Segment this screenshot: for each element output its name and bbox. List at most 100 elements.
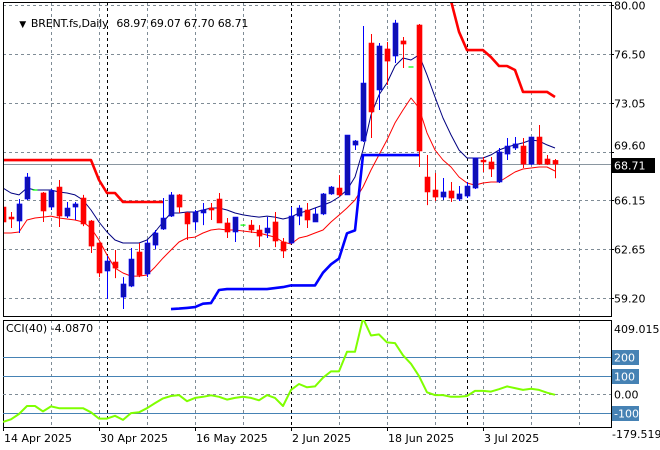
- main-plot: [3, 2, 559, 311]
- price-axis-label: 80.00: [614, 0, 646, 13]
- bull-candle: [512, 143, 519, 149]
- bear-candle: [272, 221, 279, 242]
- cci-level-label: -100: [614, 408, 639, 421]
- bear-candle: [224, 222, 231, 233]
- price-axis-label: 66.15: [614, 195, 646, 208]
- bear-candle: [176, 194, 183, 208]
- bear-candle: [432, 189, 439, 198]
- triangle-down-icon[interactable]: ▼: [19, 20, 26, 30]
- bear-candle: [184, 212, 191, 225]
- bear-candle: [256, 229, 263, 237]
- bear-candle: [424, 176, 431, 193]
- lower-band-line: [3, 97, 556, 277]
- time-axis-label: 18 Jun 2025: [388, 432, 454, 445]
- bull-candle: [24, 176, 31, 200]
- bear-candle: [96, 242, 103, 274]
- bear-candle: [368, 42, 375, 113]
- bull-candle: [392, 22, 399, 57]
- bear-candle: [400, 40, 407, 45]
- bear-candle: [384, 48, 391, 62]
- cci-level-box: [612, 406, 639, 421]
- bear-candle: [280, 241, 287, 252]
- bull-candle: [16, 203, 23, 222]
- bull-candle: [232, 216, 239, 233]
- symbol-label: BRENT.fs,Daily: [30, 17, 109, 30]
- bear-candle: [336, 187, 343, 196]
- upper-band-line: [3, 54, 556, 244]
- bull-candle: [376, 45, 383, 91]
- cci-level-label: 100: [614, 371, 635, 384]
- cci-level-box: [612, 350, 639, 365]
- bull-candle: [360, 82, 367, 142]
- bull-candle: [296, 207, 303, 217]
- bull-candle: [120, 283, 127, 298]
- price-axis-label: 73.05: [614, 98, 646, 111]
- cci-min-label: -179.519: [612, 428, 660, 441]
- bull-candle: [328, 186, 335, 195]
- cci-frame: [3, 320, 612, 428]
- bear-candle: [216, 198, 223, 224]
- time-axis-label: 14 Apr 2025: [4, 432, 72, 445]
- bear-candle: [448, 190, 455, 199]
- bull-candle: [496, 151, 503, 183]
- bull-candle: [160, 217, 167, 230]
- price-axis-label: 69.60: [614, 140, 646, 153]
- bull-candle: [200, 209, 207, 214]
- bull-candle: [64, 207, 71, 217]
- cci-indicator-label: CCI(40) -4.0870: [6, 322, 94, 335]
- bull-candle: [352, 140, 359, 146]
- main-chart-frame: [3, 2, 612, 317]
- bear-candle: [88, 220, 95, 247]
- bull-candle: [128, 258, 135, 287]
- price-axis-label: 59.20: [614, 293, 646, 306]
- bull-candle: [456, 193, 463, 200]
- bear-candle: [8, 216, 15, 220]
- bull-candle: [72, 203, 79, 208]
- cci-zero-label: 0.00: [614, 389, 639, 402]
- price-axis-label: 62.65: [614, 244, 646, 257]
- bull-candle: [504, 145, 511, 155]
- bull-candle: [344, 134, 351, 196]
- bull-candle: [472, 157, 479, 189]
- chart-header: ▼ BRENT.fs,Daily 68.97 69.07 67.70 68.71: [6, 4, 248, 43]
- cci-plot: [3, 320, 611, 423]
- bear-candle: [248, 224, 255, 231]
- cci-level-box: [612, 369, 639, 384]
- bull-candle: [144, 242, 151, 275]
- bear-candle: [208, 207, 215, 211]
- time-axis-label: 3 Jul 2025: [484, 432, 539, 445]
- bull-candle: [464, 185, 471, 197]
- bull-candle: [528, 136, 535, 165]
- bear-candle: [112, 261, 119, 269]
- ohlc-values: 68.97 69.07 67.70 68.71: [116, 17, 249, 30]
- bull-candle: [288, 215, 295, 244]
- bear-candle: [544, 158, 551, 165]
- time-axis-label: 16 May 2025: [196, 432, 268, 445]
- bull-candle: [440, 191, 447, 198]
- bull-candle: [320, 193, 327, 215]
- bear-candle: [136, 251, 143, 276]
- bear-candle: [304, 209, 311, 221]
- upper-step-line: [3, 158, 163, 204]
- current-price-label: 68.71: [614, 160, 646, 173]
- lower-step-line: [170, 153, 419, 311]
- price-axis-label: 76.50: [614, 49, 646, 62]
- bear-candle: [40, 192, 47, 212]
- bull-candle: [192, 211, 199, 223]
- upper-step-line: [449, 2, 556, 99]
- bear-candle: [536, 136, 543, 165]
- time-axis-label: 2 Jun 2025: [292, 432, 351, 445]
- bear-candle: [80, 197, 87, 225]
- cci-max-label: 409.015: [614, 323, 660, 336]
- bear-candle: [552, 160, 559, 165]
- bear-candle: [480, 159, 487, 163]
- bull-candle: [312, 213, 319, 223]
- bear-candle: [416, 24, 423, 152]
- cci-line: [3, 320, 556, 423]
- current-price-box: [612, 158, 655, 173]
- bull-candle: [48, 190, 55, 208]
- bull-candle: [104, 260, 111, 272]
- bull-candle: [168, 194, 175, 217]
